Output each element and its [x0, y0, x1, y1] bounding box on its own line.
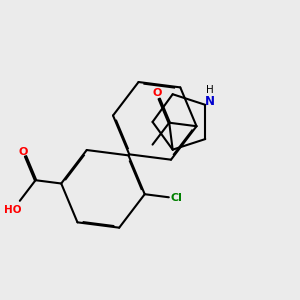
Text: HO: HO	[4, 205, 22, 215]
Text: O: O	[152, 88, 161, 98]
Text: N: N	[205, 95, 215, 108]
Text: Cl: Cl	[171, 193, 183, 203]
Text: H: H	[206, 85, 214, 95]
Text: O: O	[19, 147, 28, 157]
